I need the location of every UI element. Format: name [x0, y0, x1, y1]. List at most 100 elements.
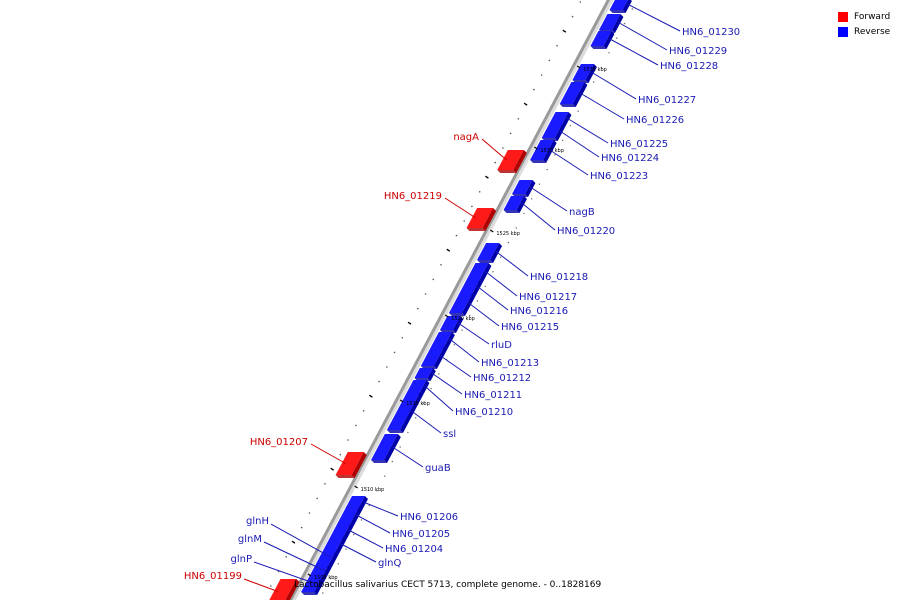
minor-tick [339, 453, 342, 456]
legend-reverse: Reverse [838, 24, 890, 39]
gene-label-connector [440, 355, 472, 378]
gene-feature [466, 208, 497, 231]
minor-tick [308, 512, 311, 514]
reverse-swatch [838, 26, 848, 37]
gene-feature [301, 578, 325, 595]
position-tick [444, 314, 449, 318]
minor-tick [461, 329, 463, 331]
gene-label: HN6_01224 [601, 153, 659, 164]
minor-tick [476, 300, 479, 302]
gene-label-connector [340, 543, 377, 563]
gene-feature [590, 31, 615, 49]
minor-tick [517, 118, 520, 120]
major-tick [291, 540, 296, 544]
minor-tick [391, 460, 394, 463]
minor-tick [515, 227, 517, 229]
gene-label-connector [449, 338, 480, 363]
gene-label-connector [549, 149, 589, 176]
major-tick [485, 175, 489, 179]
gene-label: HN6_01205 [392, 529, 450, 540]
gene-label-connector [627, 3, 681, 32]
minor-tick [484, 285, 486, 288]
minor-tick [492, 271, 494, 273]
gene-label: HN6_01213 [481, 358, 539, 369]
gene-label-connector [444, 197, 477, 219]
gene-label: HN6_01215 [501, 322, 559, 333]
gene-label-connector [590, 71, 637, 100]
gene-feature [609, 0, 632, 13]
position-tick [489, 229, 494, 233]
gene-label: glnM [238, 534, 262, 545]
gene-label-connector [363, 501, 399, 517]
minor-tick [353, 533, 355, 536]
minor-tick [623, 22, 626, 25]
minor-tick [533, 88, 535, 91]
position-label: 1515 kbp [406, 401, 430, 407]
legend-forward-label: Forward [854, 11, 891, 22]
gene-label: HN6_01210 [455, 407, 513, 418]
gene-labels: HN6_01230 HN6_01229 HN6_01228 HN6_01227 HN6_… [184, 3, 740, 592]
gene-label-connector [485, 271, 518, 297]
minor-tick [324, 483, 326, 485]
gene-label-connector [566, 117, 609, 144]
gene-label-connector [608, 38, 659, 66]
minor-tick [337, 563, 339, 565]
legend-forward: Forward [838, 9, 890, 24]
minor-tick [600, 66, 603, 69]
gene-label: HN6_01229 [669, 46, 727, 57]
gene-label-connector [243, 578, 279, 592]
minor-tick [300, 526, 303, 529]
gene-feature [497, 150, 527, 173]
gene-feature [503, 196, 527, 213]
gene-label: HN6_01227 [638, 95, 696, 106]
minor-tick [407, 431, 409, 434]
position-tick [576, 65, 581, 69]
minor-tick [471, 205, 473, 208]
gene-label: nagA [453, 132, 479, 143]
minor-tick [440, 264, 442, 266]
major-tick [407, 321, 412, 325]
minor-tick [556, 45, 558, 47]
minor-tick [592, 81, 595, 83]
gene-label-connector [270, 523, 334, 559]
gene-label-connector [468, 302, 500, 327]
gene-label: glnH [246, 516, 269, 527]
major-tick [368, 394, 373, 398]
position-label: 1535 kbp [583, 67, 607, 73]
gene-label: guaB [425, 463, 451, 474]
gene-label: HN6_01218 [530, 272, 588, 283]
legend: Forward Reverse [838, 9, 890, 39]
minor-tick [579, 1, 582, 3]
minor-tick [571, 15, 574, 18]
gene-label: HN6_01199 [184, 571, 242, 582]
gene-feature [530, 140, 557, 163]
minor-tick [362, 410, 365, 412]
minor-tick [494, 161, 496, 164]
minor-tick [422, 402, 425, 404]
minor-tick [378, 380, 380, 383]
minor-tick [416, 307, 419, 310]
forward-swatch [838, 11, 848, 22]
minor-tick [631, 8, 633, 10]
minor-tick [285, 556, 288, 558]
minor-tick [401, 337, 404, 339]
gene-label-connector [579, 92, 625, 120]
gene-label: glnQ [378, 558, 401, 569]
gene-label: HN6_01217 [519, 292, 577, 303]
gene-label-connector [411, 410, 442, 434]
minor-tick [424, 293, 427, 295]
gene-label: glnP [231, 554, 253, 565]
genome-backbone [288, 0, 611, 600]
major-tick [446, 248, 451, 252]
minor-tick [322, 592, 324, 594]
minor-tick [502, 147, 504, 149]
minor-tick [269, 585, 272, 587]
position-label: 1525 kbp [496, 231, 520, 237]
minor-tick [414, 417, 417, 419]
minor-tick [355, 424, 357, 427]
gene-label-connector [253, 561, 320, 586]
gene-label: HN6_01220 [557, 226, 615, 237]
gene-label: HN6_01211 [464, 390, 522, 401]
position-tick [533, 146, 538, 150]
position-label: 1510 kbp [361, 487, 385, 493]
